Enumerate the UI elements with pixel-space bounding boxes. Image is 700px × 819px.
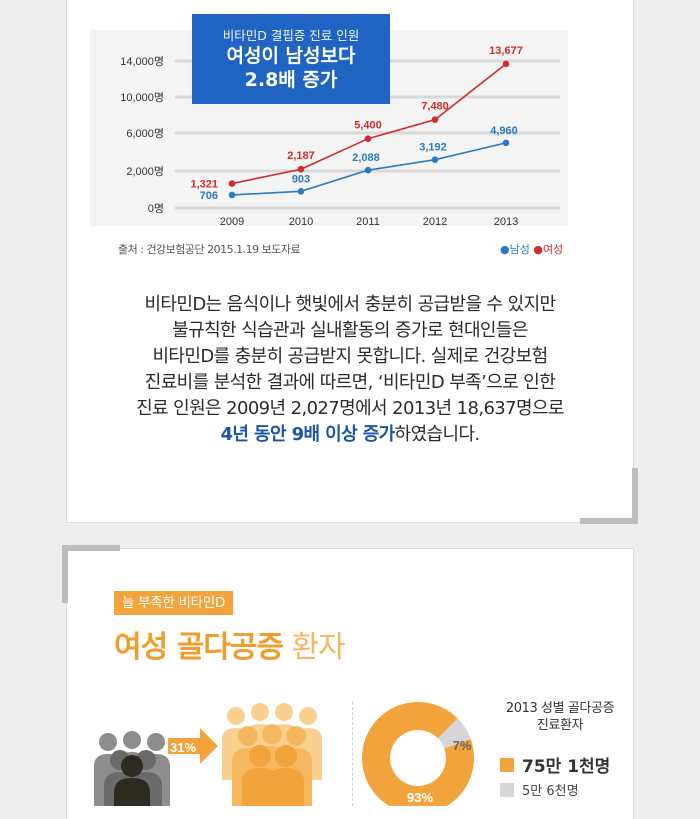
- x-tick-label: 2009: [220, 216, 244, 228]
- arrow-icon: [168, 728, 218, 764]
- chart-legend: ●남성 ●여성: [500, 241, 563, 257]
- stat-female: 75만 1천명: [500, 752, 610, 777]
- callout-line-2: 2.8배 증가: [244, 69, 338, 91]
- data-point: [297, 187, 305, 195]
- male-swatch-icon: [500, 782, 514, 797]
- data-label: 5,400: [354, 120, 382, 132]
- legend-female: ●여성: [533, 243, 564, 256]
- y-tick-label: 10,000명: [120, 91, 164, 104]
- data-point: [364, 135, 372, 142]
- paragraph-line: 진료비를 분석한 결과에 따르면, ‘비타민D 부족’으로 인한: [144, 372, 556, 393]
- data-point: [502, 60, 510, 68]
- data-point: [228, 180, 236, 187]
- donut-chart: 7% 93%: [362, 702, 474, 806]
- data-label: 2,088: [352, 152, 380, 164]
- paragraph-line: 4년 동안 9배 이상 증가하였습니다.: [90, 422, 610, 448]
- x-tick-label: 2012: [423, 216, 447, 228]
- data-label: 903: [292, 173, 310, 185]
- data-label: 3,192: [419, 142, 447, 154]
- data-label: 1,321: [190, 179, 218, 191]
- section-title-bold: 여성 골다공증: [114, 630, 284, 665]
- callout-subtitle: 비타민D 결핍증 진료 인원: [222, 28, 360, 43]
- female-slice: [362, 702, 474, 806]
- female-swatch-icon: [500, 757, 514, 772]
- section-title-light: 환자: [283, 630, 346, 665]
- x-tick-label: 2013: [494, 216, 518, 228]
- y-tick-label: 14,000명: [120, 55, 164, 68]
- corner-bracket-top-left: [62, 545, 120, 603]
- paragraph-line-end: 하였습니다.: [394, 424, 481, 445]
- male-pct-label: 7%: [453, 738, 472, 753]
- data-label: 4,960: [490, 125, 518, 137]
- section-tag: 늘 부족한 비타민D: [114, 591, 233, 615]
- corner-bracket-bottom-right: [580, 468, 638, 524]
- male-slice: [437, 718, 471, 749]
- data-point: [431, 156, 439, 163]
- chart-source: 출처 : 건강보험공단 2015.1.19 보도자료: [118, 243, 301, 256]
- data-label: 13,677: [489, 45, 523, 57]
- data-point: [297, 165, 305, 173]
- data-point: [431, 116, 439, 123]
- female-pct-label: 93%: [407, 790, 433, 805]
- vertical-divider: [352, 702, 353, 806]
- paragraph-line: 불규칙한 식습관과 실내활동의 증가로 현대인들은: [172, 320, 528, 341]
- stat-male: 5만 6천명: [500, 780, 579, 799]
- stat-title: 2013 성별 골다공증 진료환자: [470, 700, 650, 734]
- y-tick-label: 6,000명: [126, 127, 164, 140]
- paragraph-line: 비타민D는 음식이나 햇빛에서 충분히 공급받을 수 있지만: [144, 294, 556, 315]
- section-title: 여성 골다공증 환자: [114, 622, 346, 666]
- y-tick-label: 2,000명: [126, 165, 164, 178]
- paragraph-line: 진료 인원은 2009년 2,027명에서 2013년 18,637명으로: [136, 398, 564, 419]
- people-group-gray-icon: [94, 731, 170, 806]
- people-group-orange-icon: [222, 703, 322, 806]
- people-percent-label: 31%: [170, 740, 196, 755]
- data-point: [228, 191, 236, 199]
- x-tick-label: 2011: [356, 216, 380, 228]
- stat-title-line-1: 2013 성별 골다공증: [505, 701, 615, 716]
- stat-title-line-2: 진료환자: [536, 718, 584, 733]
- body-paragraph: 비타민D는 음식이나 햇빛에서 충분히 공급받을 수 있지만 불규칙한 식습관과…: [90, 292, 610, 448]
- x-tick-label: 2010: [289, 216, 313, 228]
- data-point: [502, 139, 510, 147]
- y-tick-label: 0명: [148, 202, 164, 215]
- callout-line-1: 여성이 남성보다: [226, 45, 356, 67]
- paragraph-highlight: 4년 동안 9배 이상 증가: [220, 424, 395, 445]
- callout-box: 비타민D 결핍증 진료 인원 여성이 남성보다 2.8배 증가: [192, 14, 390, 104]
- paragraph-line: 비타민D를 충분히 공급받지 못합니다. 실제로 건강보험: [152, 346, 548, 367]
- stat-female-count: 75만 1천명: [522, 757, 611, 777]
- legend-male: ●남성: [500, 243, 530, 256]
- data-label: 7,480: [421, 101, 449, 113]
- data-label: 2,187: [287, 150, 315, 162]
- people-illustration: 31%: [94, 703, 322, 806]
- stat-male-count: 5만 6천명: [522, 784, 579, 799]
- data-point: [364, 166, 372, 174]
- data-label: 706: [200, 190, 218, 202]
